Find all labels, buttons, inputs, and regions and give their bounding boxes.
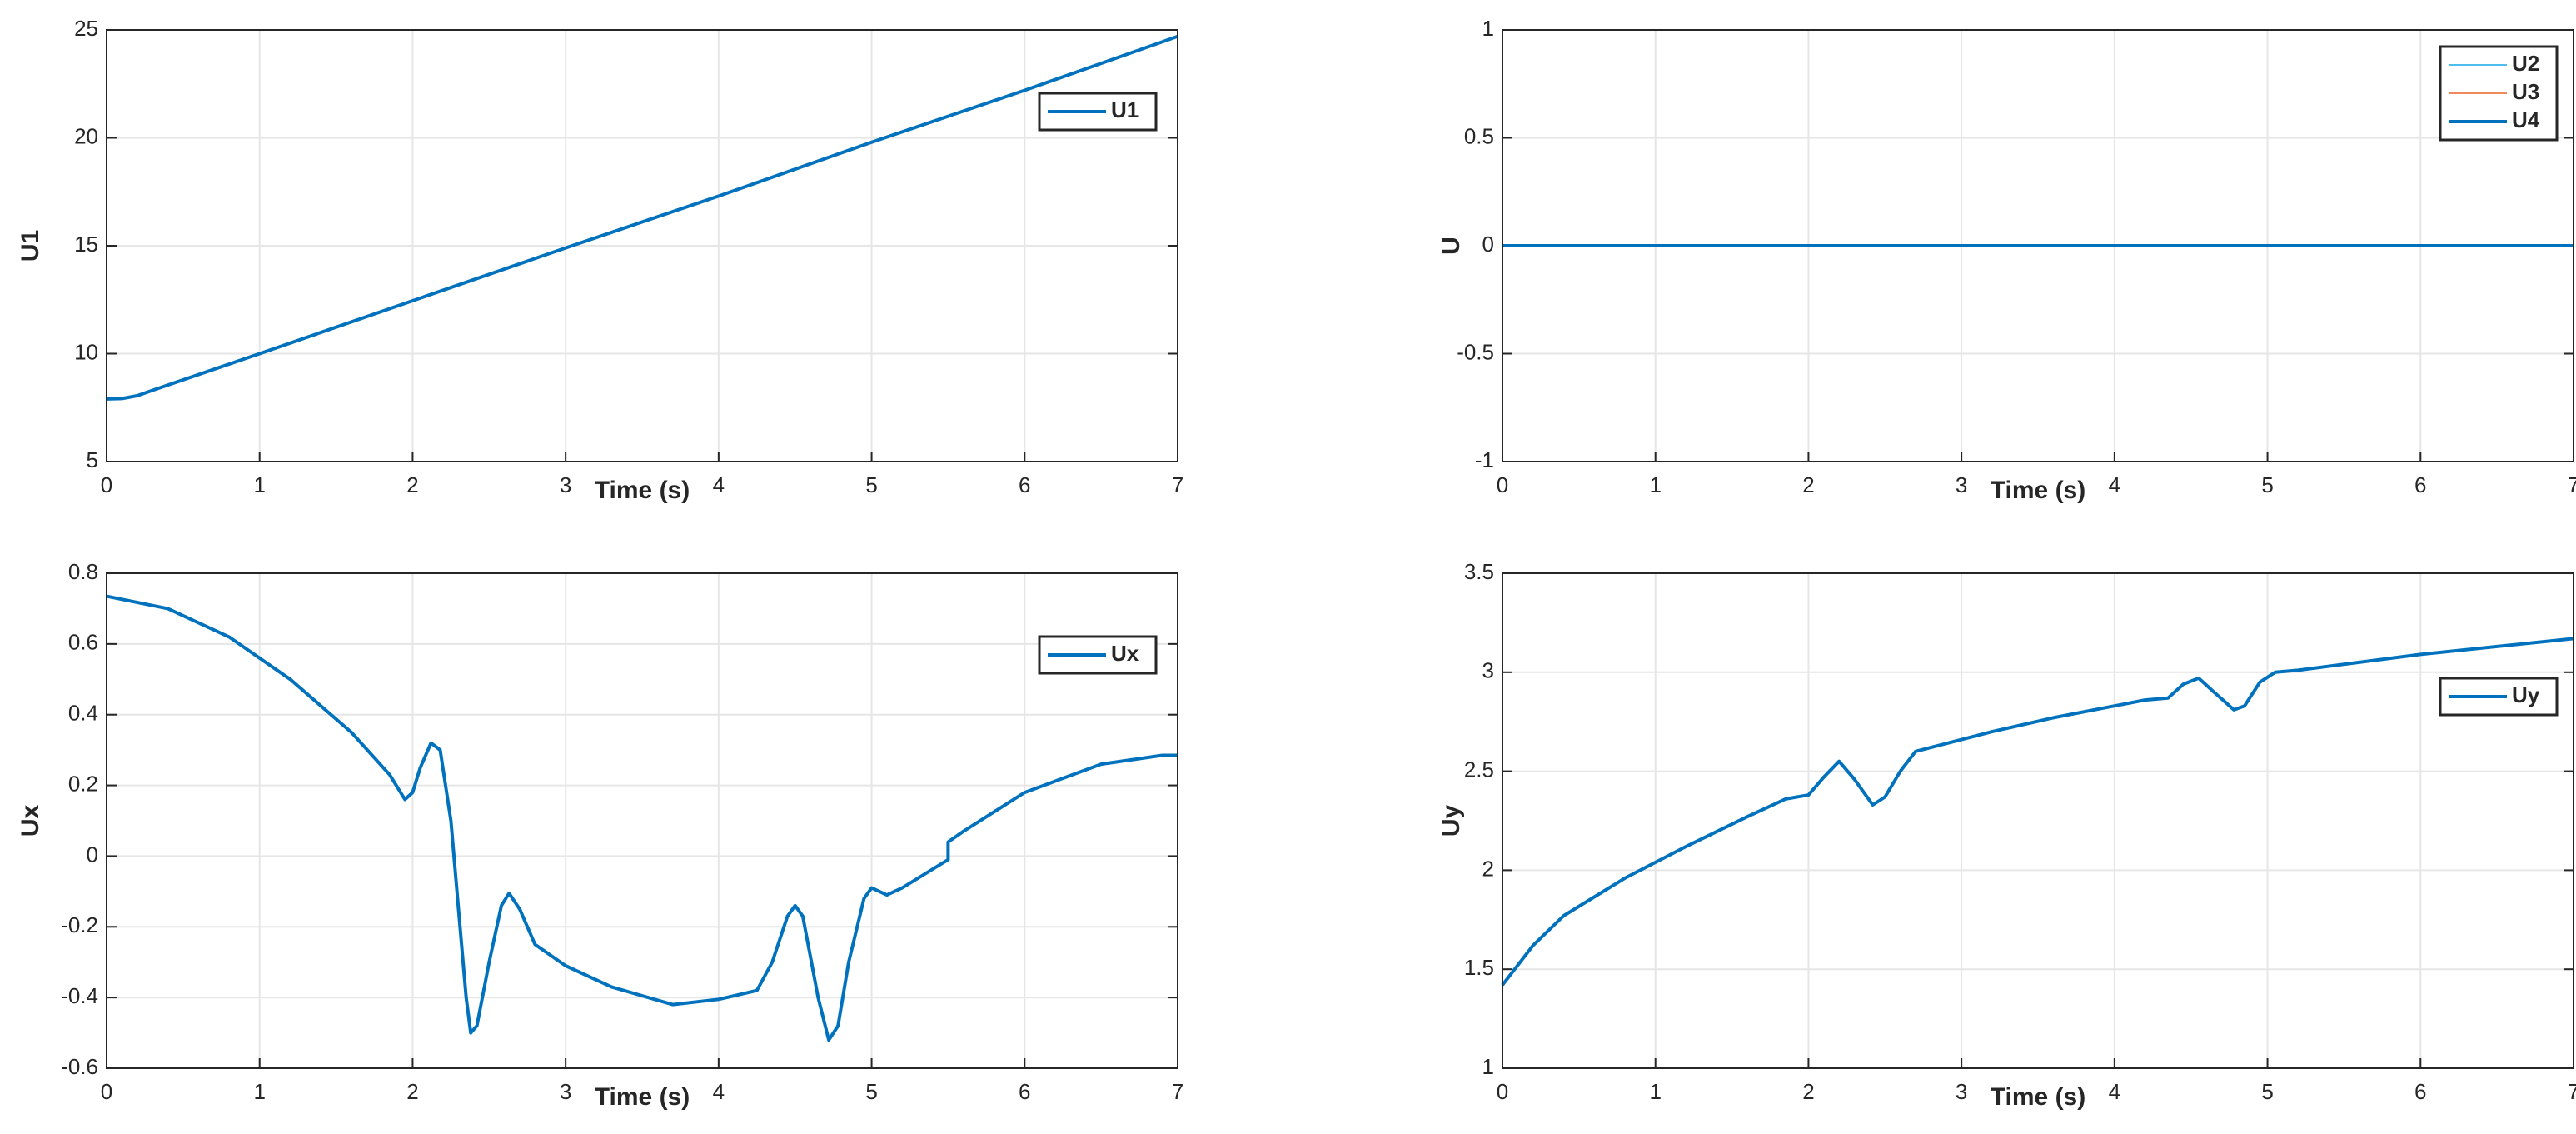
x-tick-label: 6 [2414, 1079, 2426, 1104]
y-tick-label: 2.5 [1464, 757, 1494, 782]
y-axis-label: U1 [17, 230, 44, 262]
x-tick-label: 3 [1956, 472, 1967, 497]
y-tick-label: 0 [1482, 232, 1494, 257]
plot-area [107, 573, 1178, 1068]
y-tick-label: -0.6 [61, 1054, 98, 1079]
y-tick-label: 0.6 [68, 630, 98, 655]
x-tick-label: 4 [713, 472, 725, 497]
axes-box [1502, 572, 2574, 1069]
x-axis-label: Time (s) [595, 1083, 690, 1111]
x-tick-label: 7 [2568, 472, 2576, 497]
x-tick-label: 2 [406, 472, 418, 497]
x-tick-label: 0 [101, 472, 112, 497]
y-tick-label: 5 [87, 447, 98, 472]
legend-label: U2 [2512, 51, 2539, 76]
y-tick-label: 2 [1482, 856, 1494, 881]
y-tick-label: 1.5 [1464, 955, 1494, 980]
y-tick-label: -0.4 [61, 983, 98, 1008]
x-tick-label: 3 [560, 472, 571, 497]
x-tick-label: 0 [1497, 1079, 1508, 1104]
x-tick-label: 7 [1172, 472, 1183, 497]
legend-label: U1 [1111, 97, 1139, 122]
x-tick-label: 4 [2109, 472, 2120, 497]
data-line [1501, 637, 2574, 987]
x-tick-label: 5 [865, 1079, 877, 1104]
axes-box [106, 572, 1178, 1069]
x-tick-label: 5 [865, 472, 877, 497]
y-tick-label: 0.2 [68, 771, 98, 796]
data-line [106, 594, 1178, 1042]
y-axis-label: Uy [1437, 805, 1465, 837]
legend-label: U4 [2512, 107, 2540, 132]
y-tick-label: 20 [74, 123, 98, 148]
x-tick-label: 4 [2109, 1079, 2120, 1104]
plot-area [1502, 573, 2574, 1068]
x-axis-label: Time (s) [595, 477, 690, 504]
y-tick-label: 0.8 [68, 559, 98, 584]
y-tick-label: 15 [74, 232, 98, 257]
x-tick-label: 2 [1802, 472, 1814, 497]
x-tick-label: 6 [2414, 472, 2426, 497]
y-tick-label: 3 [1482, 658, 1494, 683]
y-axis-label: Ux [17, 805, 44, 837]
x-tick-label: 2 [1802, 1079, 1814, 1104]
data-line [106, 34, 1178, 401]
y-tick-label: -0.5 [1457, 339, 1494, 364]
x-tick-label: 7 [2568, 1079, 2576, 1104]
y-axis-label: U [1437, 237, 1465, 255]
y-tick-label: -0.2 [61, 912, 98, 937]
x-tick-label: 6 [1019, 472, 1030, 497]
x-axis-label: Time (s) [1991, 1083, 2085, 1111]
y-tick-label: 3.5 [1464, 559, 1494, 584]
legend-label: Ux [1111, 641, 1139, 666]
axes-box [1502, 29, 2574, 462]
x-tick-label: 1 [1649, 1079, 1661, 1104]
x-tick-label: 7 [1172, 1079, 1183, 1104]
y-tick-label: 0.5 [1464, 123, 1494, 148]
x-tick-label: 6 [1019, 1079, 1030, 1104]
y-tick-label: 0.4 [68, 701, 98, 726]
x-tick-label: 5 [2261, 472, 2273, 497]
y-tick-label: 1 [1482, 1054, 1494, 1079]
x-tick-label: 1 [253, 472, 265, 497]
legend-label: Uy [2512, 682, 2540, 707]
x-tick-label: 1 [1649, 472, 1661, 497]
x-tick-label: 1 [253, 1079, 265, 1104]
y-tick-label: 1 [1482, 16, 1494, 41]
x-tick-label: 5 [2261, 1079, 2273, 1104]
axes-box [106, 29, 1178, 462]
x-tick-label: 0 [101, 1079, 112, 1104]
x-tick-label: 4 [713, 1079, 725, 1104]
x-axis-label: Time (s) [1991, 477, 2085, 504]
y-tick-label: 0 [87, 842, 98, 867]
legend-label: U3 [2512, 79, 2539, 104]
y-tick-label: -1 [1475, 447, 1494, 472]
x-tick-label: 3 [560, 1079, 571, 1104]
y-tick-label: 10 [74, 339, 98, 364]
x-tick-label: 3 [1956, 1079, 1967, 1104]
y-tick-label: 25 [74, 16, 98, 41]
x-tick-label: 2 [406, 1079, 418, 1104]
x-tick-label: 0 [1497, 472, 1508, 497]
